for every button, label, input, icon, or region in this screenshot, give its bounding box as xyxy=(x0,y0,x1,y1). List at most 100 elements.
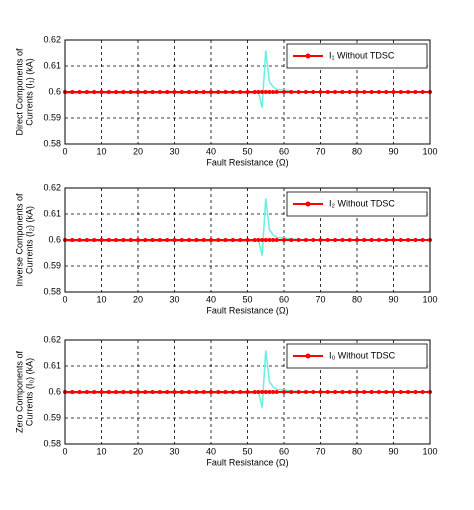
x-tick-label: 80 xyxy=(352,146,362,156)
series-marker xyxy=(260,90,265,94)
series-marker xyxy=(106,90,111,94)
x-tick-label: 100 xyxy=(422,446,437,456)
series-marker xyxy=(172,90,177,94)
series-marker xyxy=(333,90,338,94)
series-marker xyxy=(84,390,89,394)
series-marker xyxy=(252,238,257,242)
series-marker xyxy=(238,90,243,94)
series-marker xyxy=(128,238,133,242)
series-marker xyxy=(256,390,261,394)
y-axis-label: Currents (I₀) (kA) xyxy=(24,358,34,426)
series-marker xyxy=(398,390,403,394)
series-marker xyxy=(209,390,213,394)
series-marker xyxy=(201,390,206,394)
series-marker xyxy=(333,238,338,242)
series-marker xyxy=(165,238,170,242)
series-marker xyxy=(271,390,276,394)
series-marker xyxy=(420,238,425,242)
series-marker xyxy=(318,90,323,94)
x-tick-label: 80 xyxy=(352,294,362,304)
legend-label: I₀ Without TDSC xyxy=(329,350,396,360)
series-marker xyxy=(216,390,221,394)
series-marker xyxy=(274,90,279,94)
x-tick-label: 40 xyxy=(206,146,216,156)
series-marker xyxy=(296,390,301,394)
series-marker xyxy=(106,238,111,242)
series-marker xyxy=(150,90,155,94)
x-tick-label: 0 xyxy=(62,294,67,304)
series-marker xyxy=(77,238,82,242)
series-marker xyxy=(296,238,301,242)
series-marker xyxy=(376,90,381,94)
series-marker xyxy=(77,90,82,94)
legend-marker xyxy=(305,53,311,59)
y-tick-label: 0.62 xyxy=(43,34,61,44)
y-tick-label: 0.58 xyxy=(43,286,61,296)
x-tick-label: 60 xyxy=(279,446,289,456)
series-marker xyxy=(274,238,279,242)
series-marker xyxy=(114,90,119,94)
series-marker xyxy=(318,390,323,394)
x-tick-label: 20 xyxy=(133,294,143,304)
y-tick-label: 0.6 xyxy=(48,86,61,96)
series-marker xyxy=(230,90,235,94)
series-marker xyxy=(289,238,294,242)
y-tick-label: 0.61 xyxy=(43,360,61,370)
series-marker xyxy=(99,90,104,94)
series-marker xyxy=(157,90,162,94)
x-tick-label: 90 xyxy=(388,146,398,156)
series-marker xyxy=(311,390,316,394)
series-marker xyxy=(157,238,162,242)
series-marker xyxy=(420,390,425,394)
y-tick-label: 0.61 xyxy=(43,60,61,70)
series-marker xyxy=(99,390,104,394)
series-marker xyxy=(340,390,345,394)
series-marker xyxy=(413,238,418,242)
series-marker xyxy=(369,238,374,242)
y-axis-label: Currents (I₁) (kA) xyxy=(24,58,34,126)
series-marker xyxy=(150,238,155,242)
series-marker xyxy=(318,238,323,242)
x-tick-label: 10 xyxy=(96,294,106,304)
axes-frame xyxy=(64,339,431,445)
legend-label: I₁ Without TDSC xyxy=(329,50,395,60)
series-marker xyxy=(391,238,396,242)
series-marker xyxy=(121,390,126,394)
series-marker xyxy=(271,90,276,94)
axes-frame xyxy=(64,187,431,293)
x-tick-label: 30 xyxy=(169,294,179,304)
series-marker xyxy=(143,238,148,242)
series-marker xyxy=(84,90,89,94)
series-marker xyxy=(398,90,403,94)
series-marker xyxy=(92,390,97,394)
series-marker xyxy=(303,90,308,94)
x-tick-label: 80 xyxy=(352,446,362,456)
y-tick-label: 0.62 xyxy=(43,334,61,344)
y-tick-label: 0.61 xyxy=(43,208,61,218)
legend-box xyxy=(286,43,428,69)
x-tick-label: 70 xyxy=(315,446,325,456)
x-tick-label: 50 xyxy=(242,146,252,156)
y-axis-label: Direct Components of xyxy=(14,48,24,136)
series-marker xyxy=(136,238,140,242)
series-marker xyxy=(187,390,192,394)
x-tick-label: 60 xyxy=(279,146,289,156)
x-tick-label: 70 xyxy=(315,294,325,304)
series-marker xyxy=(406,90,411,94)
series-marker xyxy=(340,90,345,94)
y-axis-label: Inverse Components of xyxy=(14,193,24,287)
x-tick-label: 30 xyxy=(169,146,179,156)
series-marker xyxy=(398,238,403,242)
x-tick-label: 40 xyxy=(206,446,216,456)
y-axis-label: Zero Components of xyxy=(14,350,24,433)
series-marker xyxy=(376,238,381,242)
series-marker xyxy=(267,90,272,94)
series-marker xyxy=(172,390,177,394)
y-axis-label: Currents (I₂) (kA) xyxy=(24,206,34,274)
x-tick-label: 20 xyxy=(133,146,143,156)
x-tick-label: 90 xyxy=(388,294,398,304)
series-marker xyxy=(260,390,265,394)
x-tick-label: 50 xyxy=(242,294,252,304)
series-marker xyxy=(260,238,265,242)
